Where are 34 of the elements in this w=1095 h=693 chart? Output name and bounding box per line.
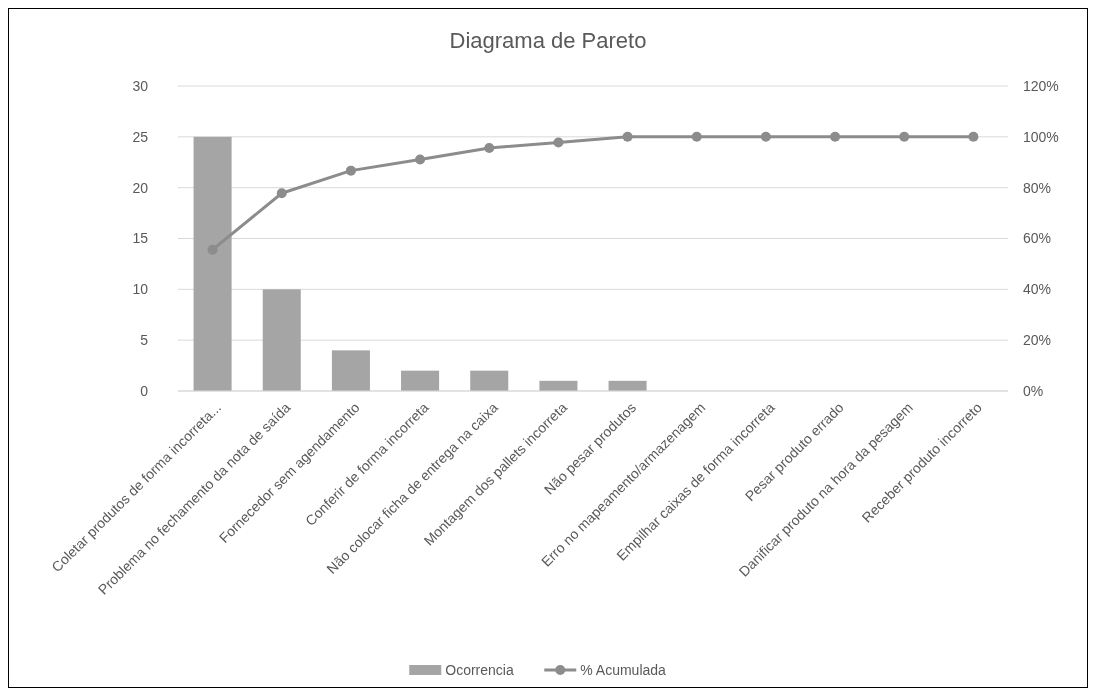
y2-tick-label: 40% [1023, 281, 1052, 298]
y-tick-label: 15 [132, 230, 149, 247]
point [968, 131, 979, 142]
point [691, 131, 702, 142]
y-tick-label: 0 [140, 382, 149, 399]
legend-label: Ocorrencia [445, 661, 514, 678]
y-tick-label: 10 [132, 281, 149, 298]
legend-label: % Acumulada [580, 661, 667, 678]
point [830, 131, 841, 142]
y-tick-label: 25 [132, 128, 149, 145]
point [899, 131, 910, 142]
chart-title: Diagrama de Pareto [449, 28, 647, 53]
point [276, 188, 287, 199]
y-tick-label: 30 [132, 77, 149, 94]
point [553, 137, 564, 148]
point [207, 244, 218, 255]
y-tick-label: 20 [132, 179, 149, 196]
point [484, 143, 495, 154]
y2-tick-label: 0% [1023, 382, 1044, 399]
y2-tick-label: 80% [1023, 179, 1052, 196]
y2-tick-label: 60% [1023, 230, 1052, 247]
point [622, 131, 633, 142]
point [345, 165, 356, 176]
y2-tick-label: 100% [1023, 128, 1059, 145]
bar [470, 370, 509, 391]
bar [401, 370, 440, 391]
y2-tick-label: 20% [1023, 332, 1052, 349]
point [760, 131, 771, 142]
y2-tick-label: 120% [1023, 77, 1059, 94]
point [415, 154, 426, 165]
bar [262, 289, 301, 391]
y-tick-label: 5 [140, 332, 149, 349]
bar [331, 350, 370, 391]
bar [193, 136, 232, 391]
